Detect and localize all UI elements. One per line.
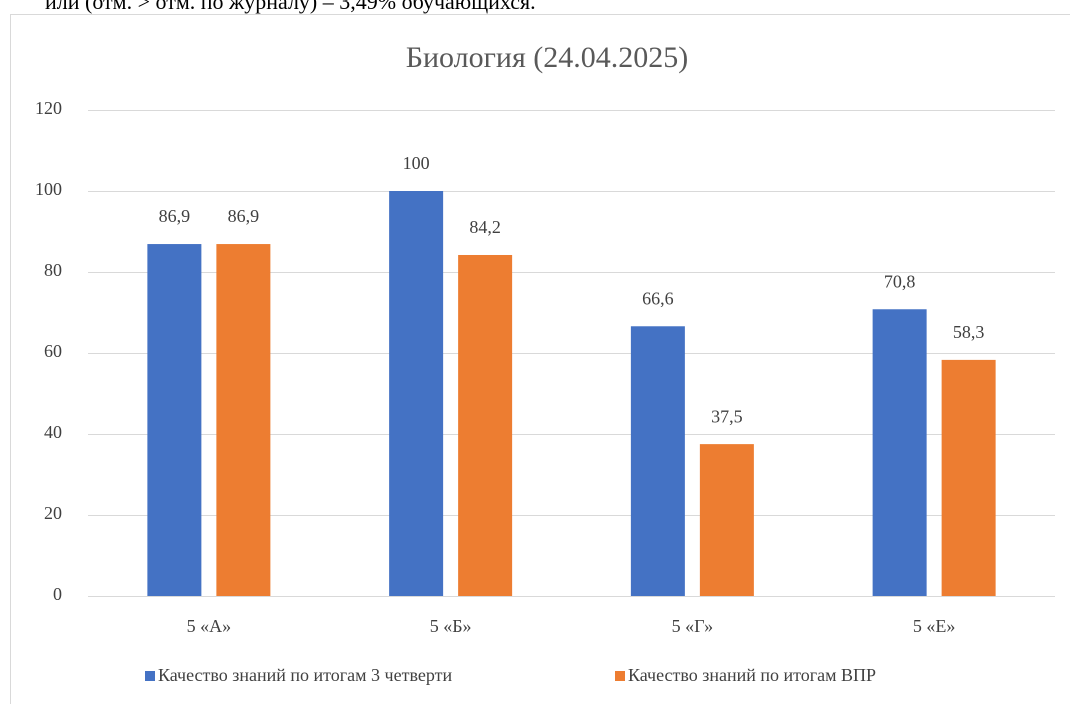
data-label: 84,2 (469, 217, 501, 237)
y-tick-label: 20 (44, 503, 62, 523)
x-tick-label: 5 «Б» (430, 616, 472, 636)
bar (699, 444, 754, 596)
legend-label: Качество знаний по итогам 3 четверти (158, 665, 452, 685)
x-tick-label: 5 «Е» (913, 616, 956, 636)
y-tick-label: 40 (44, 422, 62, 442)
data-label: 58,3 (953, 322, 985, 342)
header-text: или (отм. > отм. по журналу) – 3,49% обу… (45, 0, 536, 14)
bar (872, 309, 927, 596)
bar (147, 244, 202, 596)
data-label: 86,9 (159, 206, 191, 226)
legend-swatch (615, 671, 625, 681)
legend-label: Качество знаний по итогам ВПР (628, 665, 876, 685)
data-label: 100 (403, 153, 430, 173)
y-tick-label: 0 (53, 584, 62, 604)
y-tick-label: 60 (44, 341, 62, 361)
legend-swatch (145, 671, 155, 681)
y-tick-label: 80 (44, 260, 62, 280)
x-tick-label: 5 «А» (187, 616, 232, 636)
bar (941, 359, 996, 596)
bar (216, 244, 271, 596)
x-tick-label: 5 «Г» (672, 616, 713, 636)
bar (630, 326, 685, 596)
y-tick-label: 120 (35, 98, 62, 118)
data-label: 86,9 (228, 206, 260, 226)
chart-title: Биология (24.04.2025) (406, 41, 689, 74)
y-tick-label: 100 (35, 179, 62, 199)
bar (458, 254, 513, 597)
data-label: 66,6 (642, 288, 674, 308)
bar (389, 191, 444, 596)
data-label: 70,8 (884, 271, 916, 291)
data-label: 37,5 (711, 406, 743, 426)
